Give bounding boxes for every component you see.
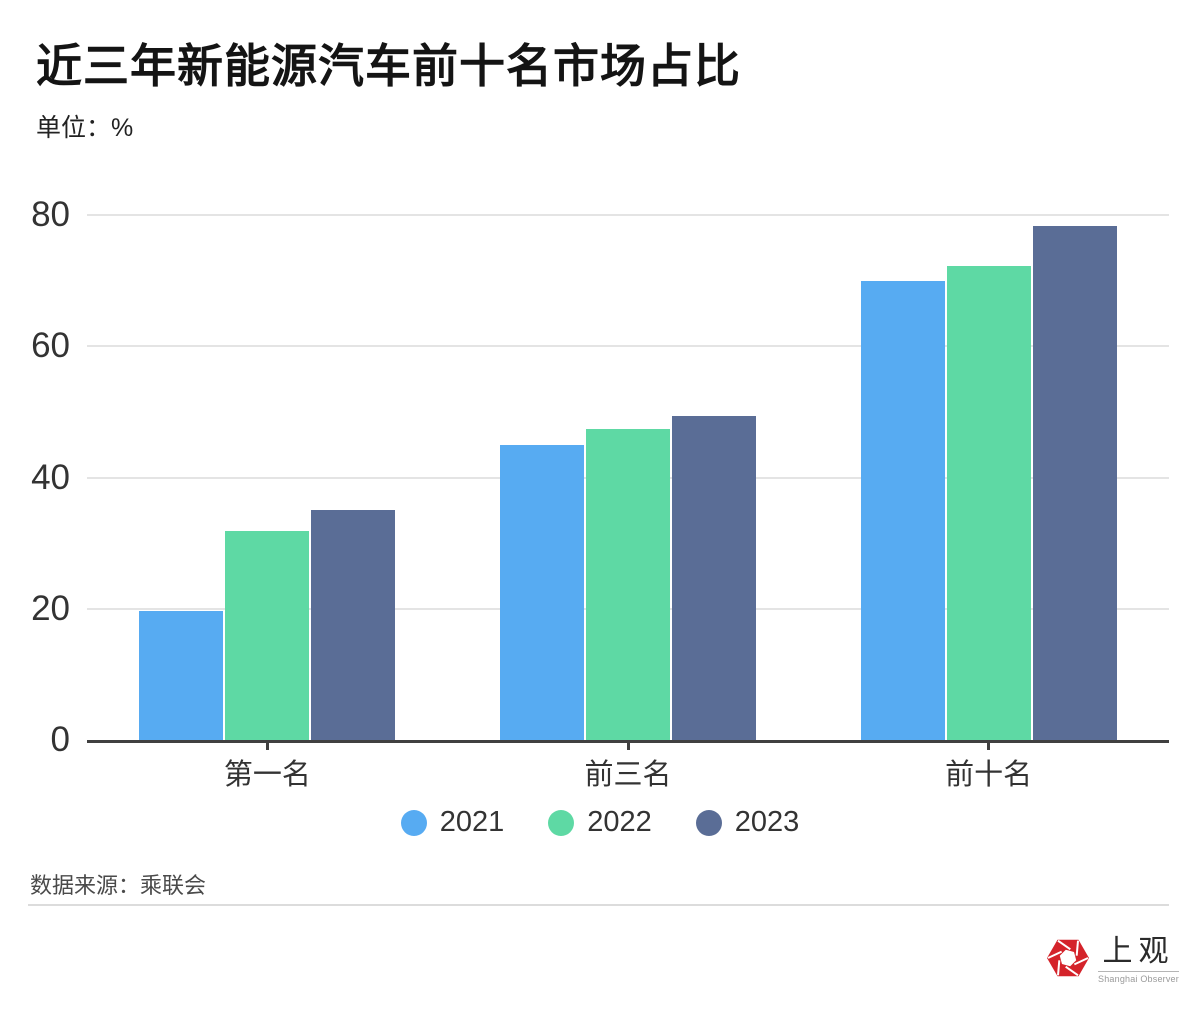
plot-area	[87, 214, 1169, 743]
x-category-label-2: 前三名	[584, 759, 672, 791]
bar-group-3	[860, 226, 1117, 740]
bar-2022-前十名	[946, 266, 1031, 740]
y-axis: 0 20 40 60 80	[16, 197, 70, 758]
logo-en-text: Shanghai Observer	[1098, 971, 1179, 984]
bar-2021-前三名	[500, 445, 584, 740]
x-category-label-3: 前十名	[945, 759, 1033, 791]
y-tick-label-0: 0	[50, 720, 70, 759]
x-axis: 第一名 前三名 前十名	[87, 743, 1169, 791]
bar-2022-前三名	[586, 428, 670, 740]
unit-label: 单位：%	[36, 114, 134, 142]
legend-item-2021: 2021	[400, 806, 505, 839]
legend-swatch-2022	[548, 809, 575, 836]
legend-item-2022: 2022	[548, 806, 652, 839]
bar-group-2	[500, 415, 756, 740]
page-title: 近三年新能源汽车前十名市场占比	[36, 40, 741, 92]
legend-swatch-2023	[695, 809, 722, 836]
y-tick-label-80: 80	[31, 195, 70, 234]
legend-label-2022: 2022	[587, 806, 652, 838]
logo-cn-text: 上观	[1102, 934, 1175, 969]
x-category-label-1: 第一名	[223, 759, 311, 791]
bar-2023-前三名	[672, 415, 756, 740]
x-tick-1	[265, 743, 269, 750]
bar-group-1	[139, 510, 396, 740]
y-tick-label-60: 60	[31, 326, 70, 366]
footer-divider	[28, 904, 1169, 906]
legend: 2021 2022 2023	[0, 806, 1200, 839]
bar-2023-前十名	[1032, 226, 1117, 740]
bar-2022-第一名	[225, 531, 310, 740]
legend-label-2023: 2023	[734, 806, 800, 838]
bar-2021-前十名	[860, 281, 945, 740]
y-tick-label-40: 40	[31, 457, 70, 497]
legend-swatch-2021	[400, 809, 427, 836]
shanghai-observer-logo-icon	[1046, 936, 1090, 985]
gridline-60	[87, 345, 1169, 348]
x-tick-2	[626, 743, 630, 750]
legend-label-2021: 2021	[439, 806, 505, 838]
legend-item-2023: 2023	[695, 806, 800, 839]
bar-2021-第一名	[139, 611, 224, 740]
gridline-80	[87, 214, 1169, 216]
x-tick-3	[987, 743, 991, 750]
y-tick-label-20: 20	[31, 588, 70, 628]
shanghai-observer-logo: 上观 Shanghai Observer	[1046, 936, 1179, 985]
bar-2023-第一名	[311, 510, 396, 740]
source-label: 数据来源：乘联会	[30, 873, 207, 898]
